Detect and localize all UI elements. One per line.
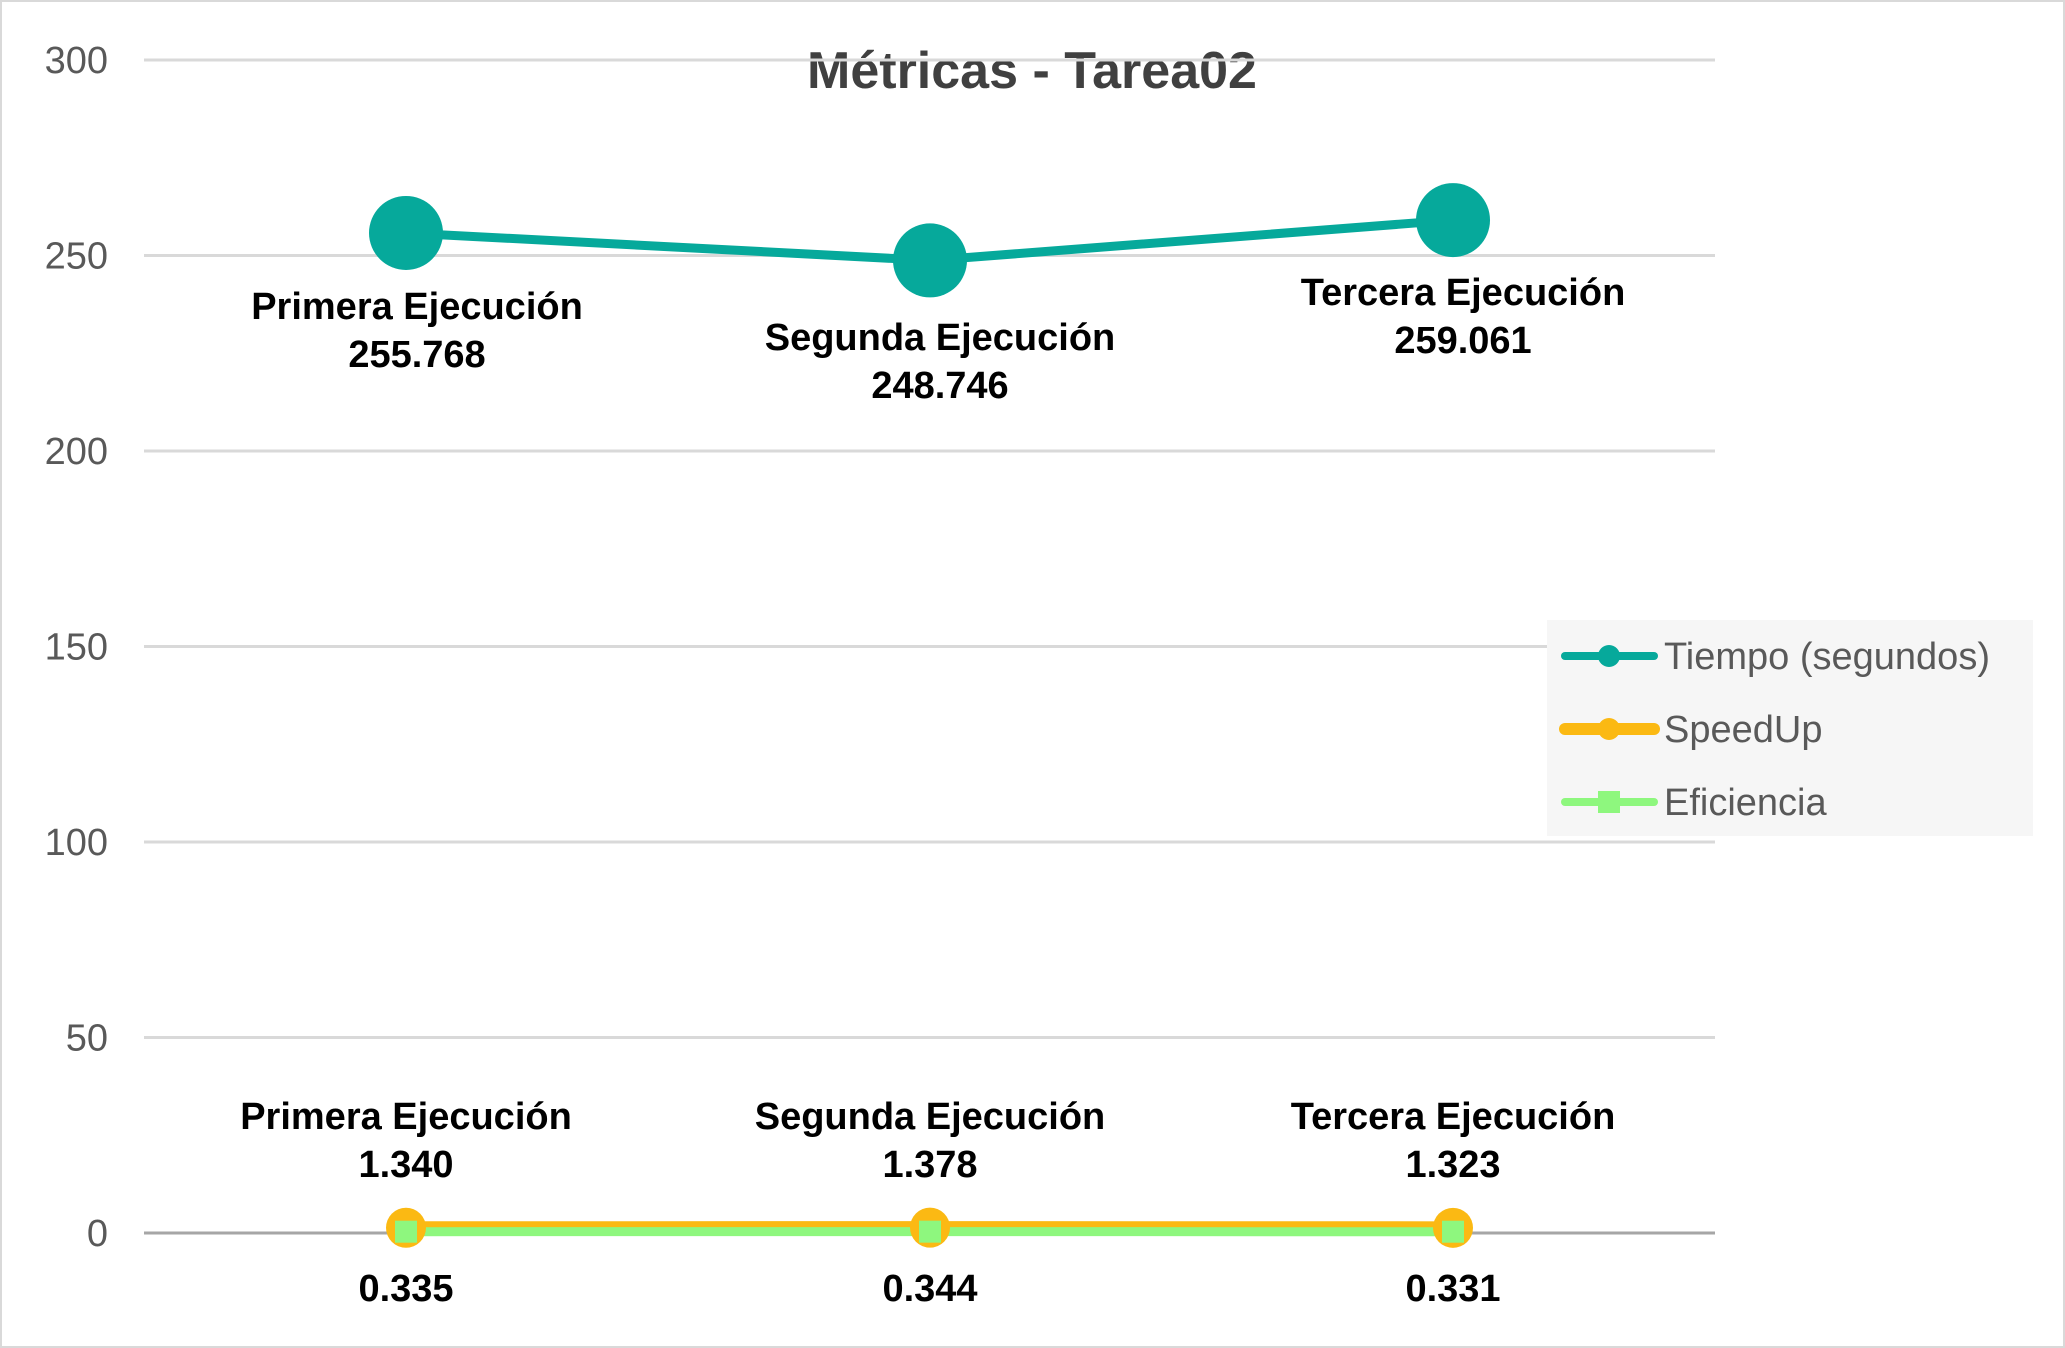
data-point-tiempo <box>893 223 967 298</box>
y-tick-label: 0 <box>87 1213 108 1255</box>
data-label-value: 259.061 <box>1394 320 1531 362</box>
y-tick-label: 50 <box>66 1018 108 1060</box>
data-label-category: Tercera Ejecución <box>1291 1096 1616 1138</box>
data-point-tiempo <box>1416 183 1490 258</box>
data-label-category: Segunda Ejecución <box>765 317 1116 359</box>
legend-marker <box>1598 791 1620 813</box>
legend-marker <box>1598 645 1620 667</box>
data-label-value: 1.378 <box>882 1144 977 1186</box>
legend-label: Tiempo (segundos) <box>1664 636 1990 678</box>
data-label-value: 248.746 <box>871 365 1008 407</box>
y-tick-label: 150 <box>45 627 108 669</box>
data-label-value: 0.331 <box>1405 1268 1500 1310</box>
legend-label: Eficiencia <box>1664 782 1827 824</box>
data-point-eficiencia <box>1442 1220 1464 1243</box>
data-label-value: 255.768 <box>348 334 485 376</box>
y-axis: 0 50 100 150 200 250 300 <box>45 40 108 1255</box>
data-label-category: Segunda Ejecución <box>755 1096 1106 1138</box>
legend-marker <box>1598 718 1620 740</box>
data-label-value: 0.335 <box>358 1268 453 1310</box>
data-point-tiempo <box>369 195 443 270</box>
data-point-eficiencia <box>919 1220 941 1243</box>
data-label-category: Tercera Ejecución <box>1301 272 1626 314</box>
data-label-value: 0.344 <box>882 1268 977 1310</box>
data-label-category: Primera Ejecución <box>251 286 583 328</box>
data-label-value: 1.323 <box>1405 1144 1500 1186</box>
series-lines <box>369 183 1490 1248</box>
legend: Tiempo (segundos) SpeedUp Eficiencia <box>1547 620 2033 836</box>
data-labels: Primera Ejecución 255.768 Segunda Ejecució… <box>240 272 1625 1310</box>
y-tick-label: 250 <box>45 236 108 278</box>
data-label-category: Primera Ejecución <box>240 1096 572 1138</box>
y-tick-label: 200 <box>45 431 108 473</box>
y-tick-label: 100 <box>45 822 108 864</box>
legend-label: SpeedUp <box>1664 709 1822 751</box>
data-label-value: 1.340 <box>358 1144 453 1186</box>
y-tick-label: 300 <box>45 40 108 82</box>
chart-title: Métricas - Tarea02 <box>807 42 1257 100</box>
data-point-eficiencia <box>395 1220 417 1243</box>
